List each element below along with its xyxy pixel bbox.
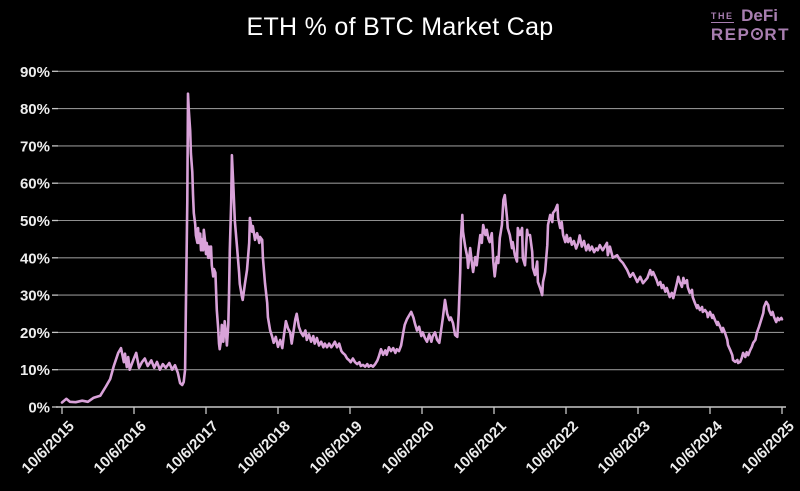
y-axis-label: 0%: [28, 400, 50, 417]
logo-top-line: THE DeFi: [710, 6, 790, 26]
logo-rt-text: RT: [764, 24, 790, 44]
y-axis-label: 60%: [20, 176, 50, 193]
x-axis-label: 10/6/2020: [379, 418, 438, 477]
logo-rep-text: REP: [710, 24, 751, 44]
eth-btc-ratio-line: [60, 92, 784, 404]
x-axis-label: 10/6/2021: [451, 418, 510, 477]
logo-bottom-line: REP RT: [710, 24, 790, 44]
x-axis-label: 10/6/2025: [739, 418, 798, 477]
y-axis-label: 40%: [20, 250, 50, 267]
x-axis-label: 10/6/2024: [667, 417, 727, 477]
y-axis-label: 80%: [20, 101, 50, 118]
x-axis-label: 10/6/2019: [307, 418, 366, 477]
x-axis-label: 10/6/2016: [91, 418, 150, 477]
defi-report-logo: THE DeFi REP RT: [710, 6, 790, 44]
logo-defi-text: DeFi: [741, 6, 778, 25]
y-axis-label: 70%: [20, 138, 50, 155]
y-axis-label: 90%: [20, 64, 50, 81]
x-axis-label: 10/6/2022: [523, 418, 582, 477]
chart-title: ETH % of BTC Market Cap: [246, 13, 554, 41]
y-axis-label: 30%: [20, 288, 50, 305]
y-axis-label: 50%: [20, 213, 50, 230]
x-axis-label: 10/6/2017: [163, 418, 222, 477]
x-axis-label: 10/6/2023: [595, 418, 654, 477]
x-axis-label: 10/6/2018: [235, 418, 294, 477]
x-axis-label: 10/6/2015: [19, 418, 78, 477]
y-axis-label: 20%: [20, 325, 50, 342]
logo-the-text: THE: [710, 11, 734, 24]
y-axis-label: 10%: [20, 362, 50, 379]
logo-globe-icon: [751, 27, 764, 40]
